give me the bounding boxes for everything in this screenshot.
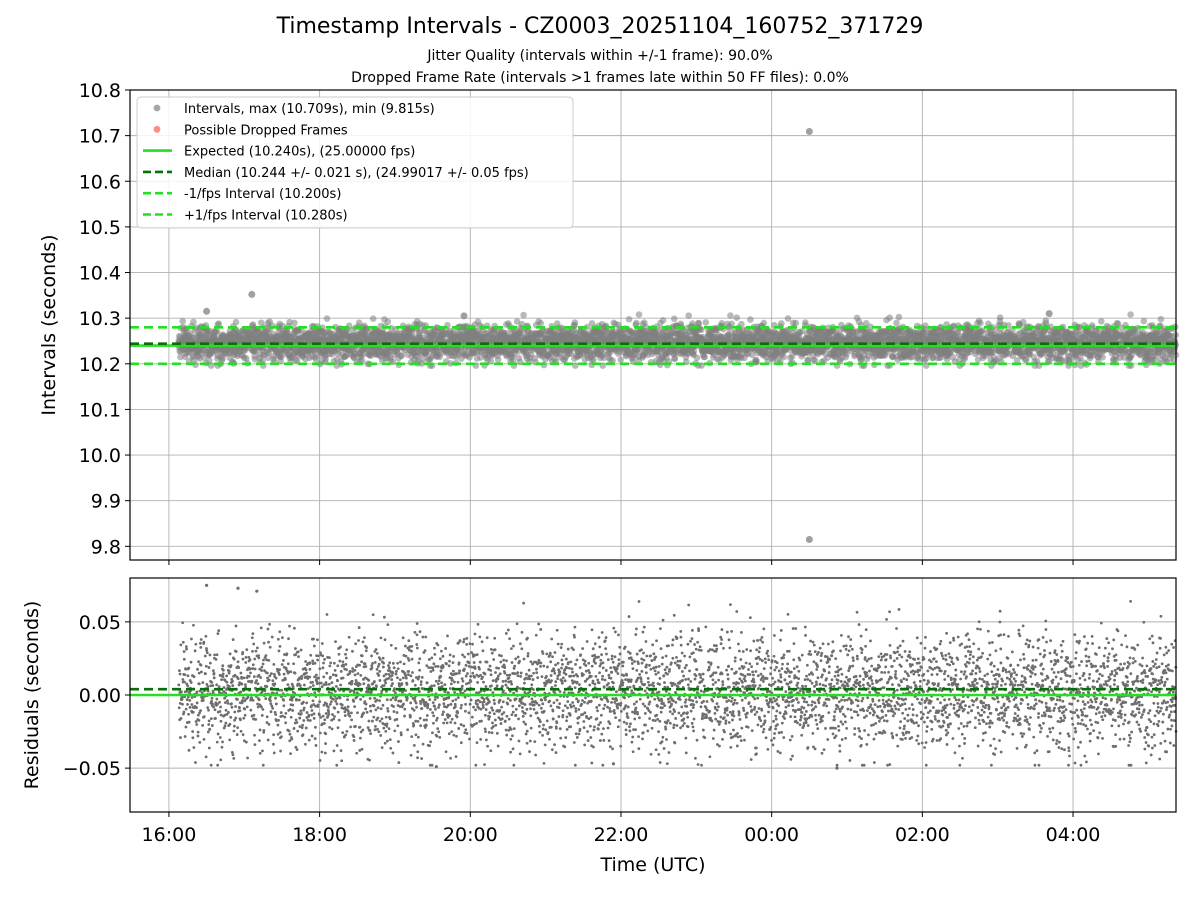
interval-point: [243, 355, 250, 362]
intervals-panel: 9.8 9.9 10.0 10.1 10.2 10.3 10.4 10.5 10.6 10.7 10…: [38, 80, 1180, 565]
interval-point: [278, 353, 285, 360]
interval-outlier-4: [1045, 310, 1053, 318]
interval-outlier-1: [805, 535, 813, 543]
intervals-scatter: [175, 311, 1180, 369]
interval-point: [520, 311, 527, 319]
interval-point: [397, 352, 405, 360]
interval-point: [1157, 315, 1165, 323]
legend-label-3: Median (10.244 +/- 0.021 s), (24.99017 +…: [184, 166, 529, 181]
interval-point: [286, 318, 293, 326]
interval-point: [213, 327, 221, 335]
interval-point: [702, 319, 710, 326]
intervals-ytick-label-10: 10.8: [79, 80, 121, 102]
interval-point: [747, 316, 754, 323]
interval-point: [190, 318, 197, 326]
legend-label-4: -1/fps Interval (10.200s): [184, 187, 341, 202]
interval-point: [232, 318, 240, 326]
interval-point: [215, 320, 223, 327]
residuals-ytick-label-0: −0.05: [63, 758, 121, 780]
legend-label-2: Expected (10.240s), (25.00000 fps): [184, 145, 415, 160]
interval-point: [537, 319, 545, 327]
legend-marker-1: [153, 125, 161, 133]
interval-point: [792, 319, 800, 327]
interval-point: [685, 312, 692, 319]
legend-label-5: +1/fps Interval (10.280s): [184, 209, 348, 224]
legend-label-1: Possible Dropped Frames: [184, 123, 348, 138]
interval-outlier-5: [460, 312, 468, 320]
intervals-ytick-label-4: 10.2: [79, 354, 121, 376]
intervals-ytick-label-9: 10.7: [79, 126, 121, 148]
chart-subtitle-dropped: Dropped Frame Rate (intervals >1 frames …: [351, 70, 849, 86]
interval-point: [760, 319, 768, 327]
chart-subtitle-jitter: Jitter Quality (intervals within +/-1 fr…: [427, 48, 773, 64]
interval-point: [384, 318, 392, 326]
interval-point: [1127, 311, 1134, 318]
intervals-ytick-label-3: 10.1: [79, 399, 121, 421]
interval-point: [1099, 353, 1106, 361]
interval-point: [264, 354, 272, 362]
interval-point: [572, 362, 579, 369]
interval-point: [257, 319, 265, 327]
interval-point: [659, 317, 667, 324]
interval-point: [323, 315, 331, 322]
interval-point: [784, 315, 792, 322]
interval-point: [571, 319, 579, 326]
interval-point: [727, 312, 734, 319]
intervals-y-axis-label: Intervals (seconds): [38, 234, 60, 415]
intervals-ytick-label-1: 9.9: [91, 491, 121, 513]
legend-marker-0: [153, 104, 161, 112]
interval-point: [293, 357, 301, 365]
interval-point: [922, 322, 929, 330]
interval-point: [177, 353, 184, 361]
interval-point: [698, 362, 705, 369]
interval-point: [701, 353, 709, 361]
intervals-ytick-label-8: 10.6: [79, 171, 121, 193]
interval-point: [977, 319, 984, 327]
interval-point: [895, 313, 903, 321]
interval-point: [893, 319, 900, 327]
interval-point: [733, 314, 741, 321]
interval-point: [780, 353, 788, 361]
interval-point: [494, 356, 502, 363]
chart-title: Timestamp Intervals - CZ0003_20251104_16…: [276, 14, 924, 39]
interval-point: [206, 356, 213, 364]
interval-point: [698, 326, 705, 334]
interval-point: [693, 354, 701, 362]
interval-point: [179, 317, 186, 325]
legend-label-0: Intervals, max (10.709s), min (9.815s): [184, 102, 435, 117]
interval-point: [633, 319, 640, 327]
residuals-ytick-label-1: 0.00: [79, 685, 121, 707]
intervals-ytick-label-5: 10.3: [79, 308, 121, 330]
interval-point: [207, 362, 215, 369]
intervals-ytick-label-7: 10.5: [79, 217, 121, 239]
interval-point: [291, 319, 298, 327]
interval-point: [635, 311, 643, 318]
legend: Intervals, max (10.709s), min (9.815s) Po…: [136, 96, 574, 229]
interval-point: [625, 315, 633, 323]
interval-point: [1097, 317, 1105, 325]
interval-outlier-0: [805, 128, 813, 136]
interval-outlier-2: [248, 290, 256, 298]
intervals-ytick-label-6: 10.4: [79, 263, 121, 285]
interval-point: [996, 314, 1004, 321]
interval-point: [670, 315, 678, 323]
intervals-ytick-label-0: 9.8: [91, 536, 121, 558]
intervals-ytick-label-2: 10.0: [79, 445, 121, 467]
interval-point: [886, 314, 893, 322]
interval-point: [1140, 317, 1148, 325]
interval-point: [369, 315, 377, 322]
interval-point: [617, 356, 625, 363]
interval-outlier-3: [203, 307, 211, 315]
interval-point: [778, 320, 785, 327]
